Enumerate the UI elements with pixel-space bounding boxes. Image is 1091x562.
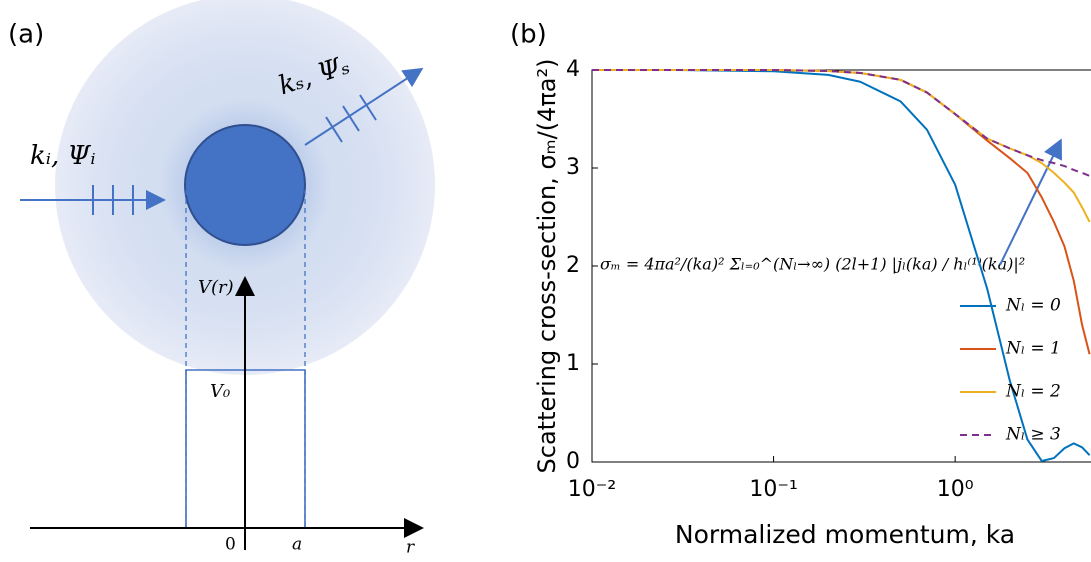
incident-wave xyxy=(20,185,166,215)
y-tick-label: 4 xyxy=(566,57,580,82)
radius-label: a xyxy=(292,535,302,555)
legend-label: Nₗ = 1 xyxy=(1005,339,1061,359)
scattered-wave xyxy=(304,67,424,146)
v-axis-label: V(r) xyxy=(198,277,234,298)
y-tick-label: 0 xyxy=(566,449,580,474)
equation: σₘ = 4πa²/(ka)² Σₗ₌₀^(Nₗ→∞) (2l+1) |jₗ(k… xyxy=(600,255,1025,274)
x-tick-label: 10⁻² xyxy=(568,477,616,502)
series-line xyxy=(592,69,1091,223)
legend-label: Nₗ = 0 xyxy=(1005,296,1061,316)
incident-label: kᵢ, Ψᵢ xyxy=(30,141,96,171)
x-tick-label: 10⁰ xyxy=(937,477,974,502)
legend-label: Nₗ = 2 xyxy=(1005,382,1061,402)
panel-b: (b) Scattering cross-section, σₘ/(4πa²) … xyxy=(510,20,1091,549)
x-tick-label: 10⁻¹ xyxy=(749,477,797,502)
origin-label: 0 xyxy=(225,535,236,555)
panel-label: (a) xyxy=(8,20,44,50)
series-line xyxy=(592,69,1090,177)
x-axis-label: Normalized momentum, ka xyxy=(675,520,1015,549)
y-tick-label: 2 xyxy=(566,253,580,278)
series-line xyxy=(592,69,1091,463)
legend-label: Nₗ ≥ 3 xyxy=(1005,425,1061,445)
panel-a: (a) kᵢ, Ψᵢ kₛ, Ψₛ V(r) V₀ 0 a r xyxy=(8,0,435,558)
plot-area xyxy=(592,69,1091,463)
y-tick-label: 3 xyxy=(566,155,580,180)
y-tick-label: 1 xyxy=(566,351,580,376)
r-label: r xyxy=(406,538,415,558)
trend-arrow xyxy=(999,138,1062,266)
scatterer xyxy=(184,124,306,246)
y-axis-label: Scattering cross-section, σₘ/(4πa²) xyxy=(533,59,561,474)
v0-label: V₀ xyxy=(210,381,230,402)
panel-label: (b) xyxy=(510,20,547,50)
